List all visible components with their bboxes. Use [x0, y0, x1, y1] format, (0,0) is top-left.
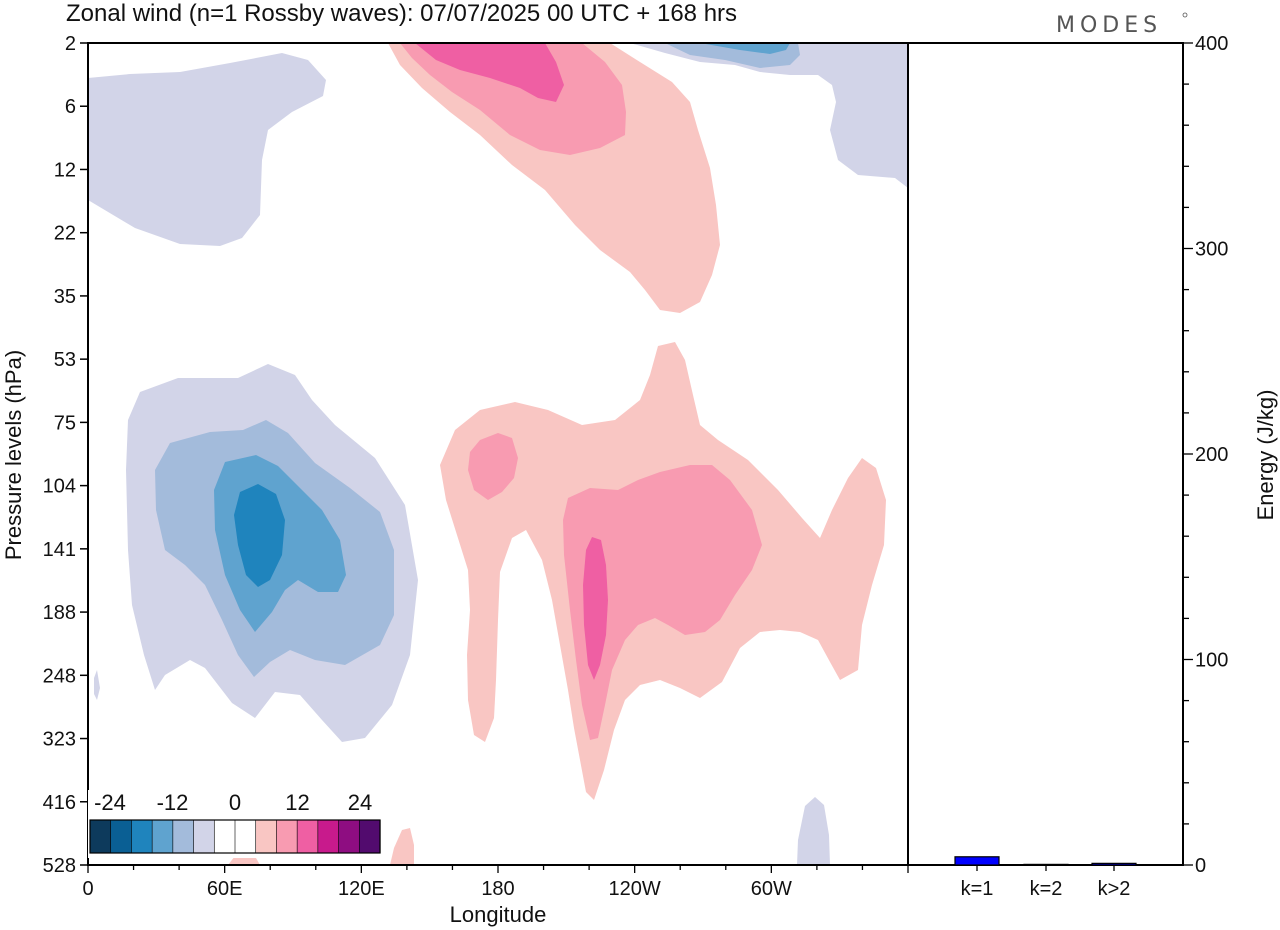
chart-title: Zonal wind (n=1 Rossby waves): 07/07/202… — [66, 0, 737, 27]
colorbar-cell — [172, 819, 195, 854]
contour-negative-upper-right-3 — [700, 43, 790, 54]
contour-negative-lower-right — [797, 797, 830, 865]
energy-x-tick-label: k=1 — [961, 878, 994, 900]
y-tick-label: 416 — [43, 792, 76, 814]
energy-panel: 0 100 200 300 400 k=1 k=2 k>2 Energy (J/kg) — [907, 33, 1278, 900]
colorbar-label: -12 — [157, 790, 189, 815]
colorbar-label: 0 — [229, 790, 241, 815]
energy-y-tick-label: 0 — [1195, 855, 1206, 877]
contour-fills — [88, 43, 908, 865]
x-axis-ticks: 0 60E 120E 180 120W 60W — [82, 865, 909, 900]
y-tick-label: 12 — [54, 159, 76, 181]
brand-logo: MODES — [1056, 13, 1162, 38]
y-tick-label: 2 — [65, 33, 76, 55]
y-tick-label: 6 — [65, 96, 76, 118]
contour-positive-lower-8-small — [468, 433, 518, 500]
energy-panel-frame — [907, 42, 1184, 866]
x-tick-label: 120W — [609, 878, 661, 900]
contour-negative-upper-right — [630, 43, 908, 188]
energy-y-tick-label: 100 — [1195, 650, 1228, 672]
x-tick-label: 180 — [481, 878, 514, 900]
y-tick-label: 248 — [43, 665, 76, 687]
colorbar-cell — [110, 819, 133, 854]
colorbar-labels: -24 -12 0 12 24 — [94, 790, 372, 815]
colorbar-label: 24 — [348, 790, 372, 815]
colorbar-cell — [296, 819, 319, 854]
colorbar-cell — [151, 819, 174, 854]
contour-positive-lower-8 — [563, 465, 762, 740]
y-tick-label: 528 — [43, 855, 76, 877]
energy-x-tick-label: k=2 — [1030, 878, 1063, 900]
y-tick-label: 323 — [43, 729, 76, 751]
brand-registered-mark — [1182, 12, 1188, 18]
y-tick-label: 75 — [54, 412, 76, 434]
colorbar-cell — [358, 819, 381, 854]
contour-positive-lower-12 — [583, 537, 608, 680]
colorbar-cell — [213, 819, 236, 854]
colorbar-cell — [317, 819, 340, 854]
energy-bar — [1091, 862, 1137, 866]
colorbar-label: 12 — [285, 790, 309, 815]
contour-negative-lower-left-16 — [234, 484, 285, 587]
energy-bars — [954, 856, 1137, 866]
contour-positive-bottom-2 — [228, 852, 260, 865]
energy-y-tick-label: 200 — [1195, 444, 1228, 466]
contour-plot: 2 6 12 22 35 53 75 104 141 188 248 323 416 528 0 60E 12… — [1, 33, 909, 927]
y-axis-title: Pressure levels (hPa) — [1, 350, 26, 560]
colorbar: -24 -12 0 12 24 — [88, 790, 382, 858]
y-tick-label: 22 — [54, 223, 76, 245]
contour-positive-bottom-1 — [390, 828, 414, 865]
colorbar-frame — [89, 819, 381, 854]
x-tick-label: 60E — [207, 878, 243, 900]
x-tick-label: 0 — [82, 878, 93, 900]
colorbar-label: -24 — [94, 790, 126, 815]
contour-negative-sliver-left — [94, 670, 100, 700]
energy-x-labels: k=1 k=2 k>2 — [961, 865, 1131, 900]
y-axis-ticks: 2 6 12 22 35 53 75 104 141 188 248 323 416 528 — [43, 33, 88, 877]
contour-positive-upper-12 — [415, 43, 564, 102]
y-tick-label: 104 — [43, 476, 76, 498]
colorbar-cell — [131, 819, 153, 854]
energy-y-axis-ticks: 0 100 200 300 400 — [1183, 33, 1228, 877]
y-tick-label: 188 — [43, 602, 76, 624]
colorbar-cell — [234, 819, 257, 854]
x-axis-title: Longitude — [450, 902, 547, 927]
y-tick-label: 53 — [54, 349, 76, 371]
energy-y-tick-label: 300 — [1195, 239, 1228, 261]
contour-negative-upper-left — [88, 53, 326, 246]
colorbar-cell — [276, 819, 298, 854]
colorbar-cell — [193, 819, 215, 854]
x-tick-label: 120E — [338, 878, 385, 900]
colorbar-cell — [255, 819, 278, 854]
colorbar-cell — [338, 819, 360, 854]
y-tick-label: 141 — [43, 539, 76, 561]
contour-positive-upper-4 — [388, 43, 720, 313]
colorbar-cells — [89, 819, 381, 854]
colorbar-cell — [89, 819, 112, 854]
energy-y-tick-label: 400 — [1195, 33, 1228, 55]
energy-x-tick-label: k>2 — [1098, 878, 1131, 900]
energy-y-axis-title: Energy (J/kg) — [1253, 390, 1278, 521]
y-tick-label: 35 — [54, 286, 76, 308]
energy-bar — [954, 856, 1000, 866]
x-tick-label: 60W — [751, 878, 792, 900]
contour-positive-upper-8 — [400, 43, 626, 155]
